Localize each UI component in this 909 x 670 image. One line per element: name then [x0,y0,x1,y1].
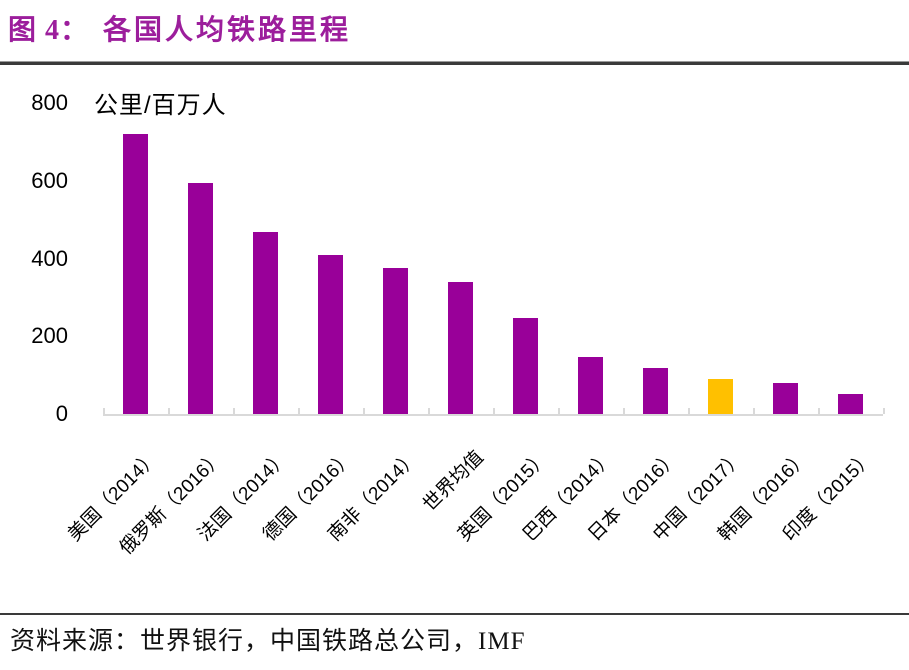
bar-2-法国（2014） [253,232,278,414]
x-axis-tick-mark [233,408,235,414]
x-axis-tick-mark [298,408,300,414]
bar-5-世界均值 [448,282,473,414]
figure-header: 图 4： 各国人均铁路里程 [8,8,352,46]
y-tick-label-600: 600 [31,167,68,193]
x-axis-tick-mark [558,408,560,414]
y-tick-label-200: 200 [31,323,68,349]
title-divider [0,61,909,65]
footer-divider [0,613,909,615]
bar-3-德国（2016） [318,255,343,414]
y-tick-label-0: 0 [55,401,68,426]
bar-9-中国（2017） [708,379,733,414]
bar-1-俄罗斯（2016） [188,183,213,414]
x-axis-tick-mark [623,408,625,414]
x-axis-tick-mark [103,408,105,414]
bar-4-南非（2014） [383,268,408,414]
x-axis-line [103,414,883,416]
source-note: 资料来源：世界银行，中国铁路总公司，IMF [10,621,525,657]
bar-8-日本（2016） [643,368,668,414]
y-tick-label-400: 400 [31,245,68,271]
x-axis-tick-mark [753,408,755,414]
bar-7-巴西（2014） [578,357,603,414]
bar-11-印度（2015） [838,394,863,414]
x-axis-tick-mark [688,408,690,414]
y-tick-label-800: 800 [31,90,68,115]
x-axis-tick-mark [818,408,820,414]
bar-0-美国（2014） [123,134,148,414]
source-text: 世界银行，中国铁路总公司，IMF [140,628,526,655]
x-axis-tick-mark [493,408,495,414]
x-axis-tick-mark [428,408,430,414]
bar-6-英国（2015） [513,318,538,414]
y-axis-unit-label: 公里/百万人 [94,92,227,119]
figure-title: 各国人均铁路里程 [103,15,352,46]
figure-number-label: 图 4： [8,15,90,46]
source-label: 资料来源： [10,628,141,655]
x-axis-tick-mark [883,408,885,414]
x-axis-tick-mark [168,408,170,414]
bar-10-韩国（2016） [773,383,798,414]
x-axis-tick-mark [363,408,365,414]
